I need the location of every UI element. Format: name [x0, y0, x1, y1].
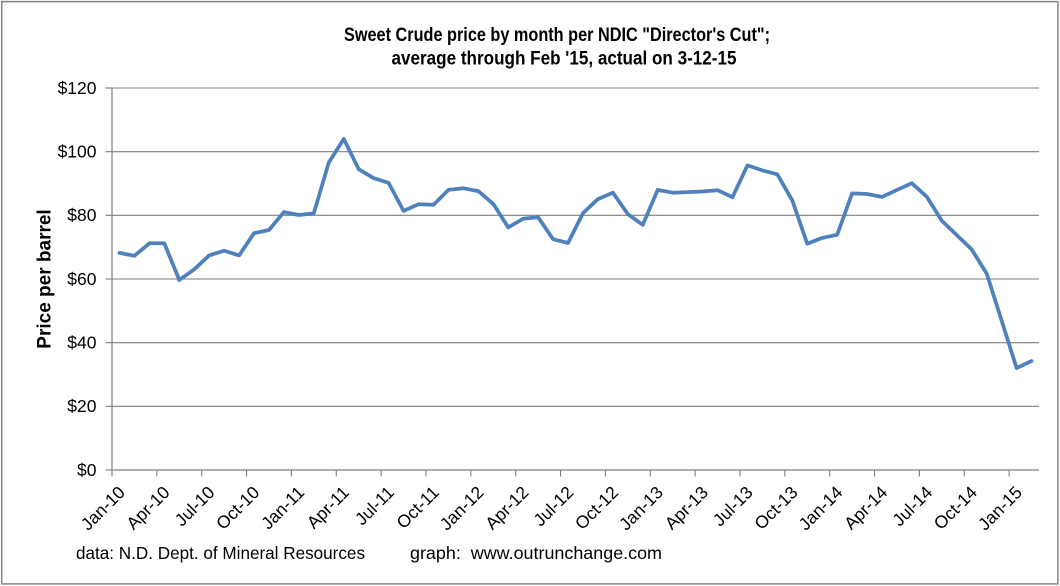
svg-text:Sweet Crude price by month per: Sweet Crude price by month per NDIC "Dir… — [344, 24, 770, 46]
svg-text:graph: www.outrunchange.com: graph: www.outrunchange.com — [410, 543, 662, 563]
svg-text:$120: $120 — [58, 78, 97, 98]
svg-text:data: N.D. Dept. of Mineral Re: data: N.D. Dept. of Mineral Resources — [76, 543, 365, 563]
svg-text:$100: $100 — [58, 141, 97, 161]
svg-text:$60: $60 — [67, 269, 96, 289]
svg-text:$40: $40 — [67, 332, 96, 352]
svg-text:average through Feb '15, actua: average through Feb '15, actual on 3-12-… — [392, 48, 737, 70]
svg-text:$20: $20 — [67, 396, 96, 416]
svg-text:Price per barrel: Price per barrel — [35, 209, 56, 348]
svg-text:$0: $0 — [77, 460, 97, 480]
svg-text:$80: $80 — [67, 205, 96, 225]
